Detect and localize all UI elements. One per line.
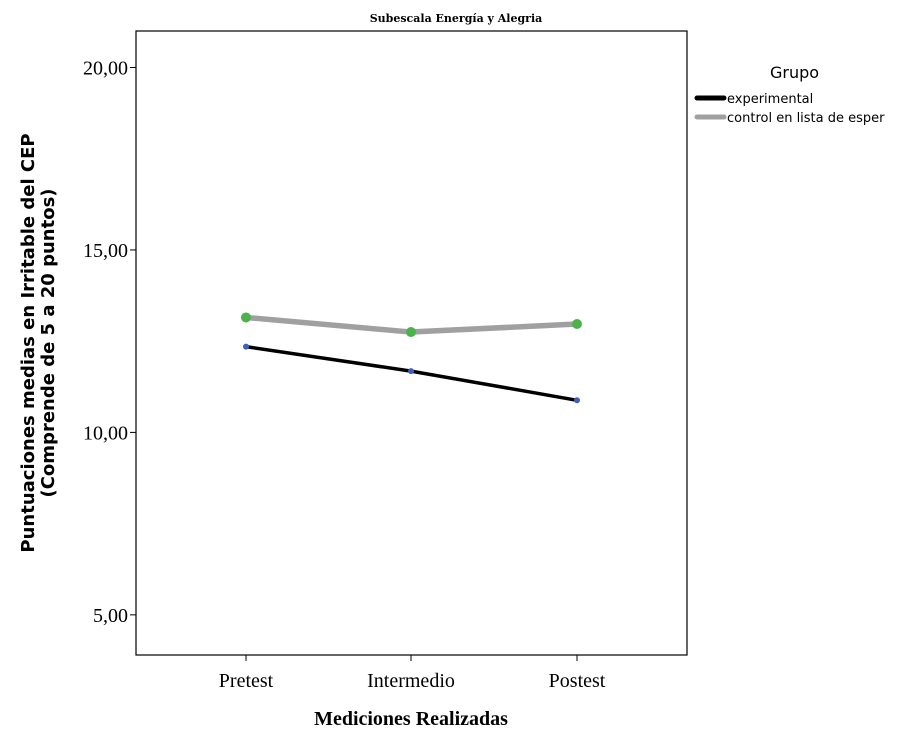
legend-entry-control: control en lista de esper <box>727 111 885 126</box>
x-tick-label: Pretest <box>219 670 274 692</box>
series-layer <box>241 312 582 404</box>
chart-title: Subescala Energía y Alegria <box>370 12 543 25</box>
data-point-control <box>572 319 582 330</box>
data-point-experimental <box>574 397 580 404</box>
y-axis-label: Puntuaciones medias en Irritable del CEP… <box>18 133 59 552</box>
y-axis-label-line-1: Puntuaciones medias en Irritable del CEP <box>18 133 39 552</box>
legend: Grupo experimental control en lista de e… <box>694 63 885 126</box>
y-tick-label: 5,00 <box>93 605 128 627</box>
legend-entry-experimental: experimental <box>727 92 813 107</box>
x-axis: Pretest Intermedio Postest <box>219 655 606 692</box>
x-tick-label: Postest <box>549 670 606 692</box>
data-point-control <box>241 312 251 323</box>
data-point-experimental <box>408 368 414 375</box>
data-point-experimental <box>243 343 249 350</box>
y-axis: 5,00 10,00 15,00 20,00 <box>83 57 136 627</box>
y-tick-label: 15,00 <box>83 240 128 262</box>
x-tick-label: Intermedio <box>367 670 455 692</box>
y-tick-label: 20,00 <box>83 57 128 79</box>
legend-title: Grupo <box>770 63 819 82</box>
x-axis-label: Mediciones Realizadas <box>314 708 508 729</box>
data-point-control <box>406 327 416 338</box>
plot-frame <box>135 30 688 656</box>
y-tick-label: 10,00 <box>83 422 128 444</box>
y-axis-label-line-2: (Comprende de 5 a 20 puntos) <box>38 188 59 497</box>
